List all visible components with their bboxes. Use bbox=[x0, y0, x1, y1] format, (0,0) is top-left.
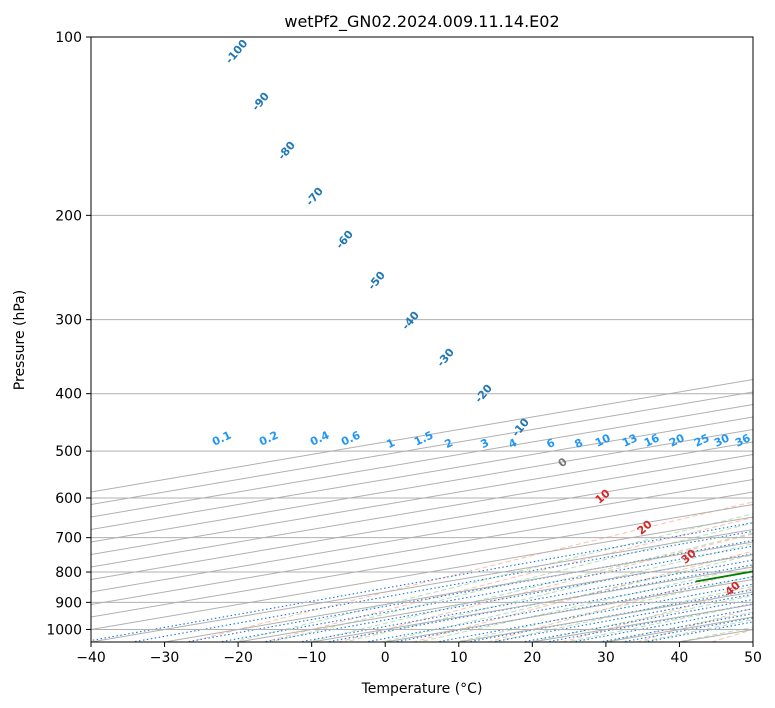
isotherm-gridline bbox=[458, 591, 753, 642]
y-tick-label: 500 bbox=[55, 444, 82, 460]
moist-adiabat-line bbox=[342, 543, 753, 642]
mixing-ratio-line bbox=[362, 571, 753, 642]
isotherm-gridline bbox=[91, 403, 753, 518]
x-tick-label: 0 bbox=[381, 650, 390, 666]
isotherm-gridline bbox=[91, 516, 753, 631]
mixing-ratio-label: 16 bbox=[642, 431, 662, 449]
x-axis-label: Temperature (°C) bbox=[361, 681, 483, 697]
mixing-ratio-label: 8 bbox=[573, 436, 585, 451]
moist-adiabat-line bbox=[564, 603, 753, 642]
y-tick-label: 100 bbox=[55, 30, 82, 46]
isotherm-gridline bbox=[91, 503, 753, 618]
x-tick-label: −30 bbox=[150, 650, 180, 666]
y-axis-label: Pressure (hPa) bbox=[12, 290, 28, 390]
mixing-ratio-label: 30 bbox=[712, 431, 732, 449]
isotherm-gridline bbox=[91, 378, 753, 493]
isotherm-gridline bbox=[752, 641, 753, 642]
isotherm-gridline bbox=[311, 566, 753, 642]
mixing-ratio-label: 3 bbox=[479, 436, 491, 451]
dry-adiabat-label: -80 bbox=[275, 139, 298, 163]
y-tick-label: 600 bbox=[55, 491, 82, 507]
y-tick-label: 700 bbox=[55, 531, 82, 547]
moist-adiabat-line bbox=[527, 594, 753, 642]
mixing-ratio-line bbox=[296, 559, 753, 642]
isotherm-gridline bbox=[385, 578, 753, 642]
dry-adiabat-line bbox=[560, 587, 753, 642]
isotherm-gridline bbox=[91, 391, 753, 506]
isotherm-gridline bbox=[91, 441, 753, 556]
dry-adiabat-label: -30 bbox=[434, 346, 457, 370]
background-lines bbox=[91, 501, 753, 642]
dry-adiabat-line bbox=[262, 516, 753, 642]
moist-adiabat-line bbox=[305, 532, 753, 642]
x-tick-label: 10 bbox=[450, 650, 468, 666]
isotherm-gridline bbox=[532, 603, 753, 642]
x-tick-label: −40 bbox=[76, 650, 106, 666]
line-labels: -100-90-80-70-60-50-40-30-20-100.1 0.2 0.4… bbox=[210, 37, 753, 599]
moist-adiabat-line bbox=[453, 575, 753, 642]
mixing-ratio-line bbox=[183, 539, 753, 642]
x-axis-ticks: −40 −30 −20 −10 0 10 20 30 40 50 bbox=[76, 642, 762, 666]
dry-adiabat-label: -20 bbox=[472, 382, 495, 406]
mixing-ratio-label: 20 bbox=[667, 431, 687, 449]
x-tick-label: −20 bbox=[223, 650, 253, 666]
isotherm-gridline bbox=[91, 416, 753, 531]
mixing-ratio-label: 0.6 bbox=[339, 428, 362, 448]
moist-adiabat-label: 0 bbox=[556, 455, 570, 470]
x-tick-label: 50 bbox=[744, 650, 762, 666]
y-axis-ticks: 100 200 300 400 500 600 700 800 900 1000 bbox=[46, 30, 91, 638]
y-tick-label: 900 bbox=[55, 595, 82, 611]
y-tick-label: 300 bbox=[55, 313, 82, 329]
mixing-ratio-line bbox=[433, 583, 753, 642]
dry-adiabat-label: -100 bbox=[223, 37, 251, 67]
mixing-ratio-label: 2 bbox=[443, 436, 455, 451]
mixing-ratio-line bbox=[129, 530, 753, 642]
isotherm-gridline bbox=[91, 478, 753, 593]
isotherm-gridline bbox=[91, 428, 753, 543]
dry-adiabat-label: -90 bbox=[249, 90, 272, 114]
y-tick-label: 800 bbox=[55, 565, 82, 581]
dry-adiabat-label: -40 bbox=[399, 309, 422, 333]
x-tick-label: 30 bbox=[597, 650, 615, 666]
moist-adiabat-line bbox=[268, 522, 753, 642]
y-tick-label: 400 bbox=[55, 387, 82, 403]
y-tick-label: 200 bbox=[55, 208, 82, 224]
y-tick-label: 1000 bbox=[46, 622, 82, 638]
mixing-ratio-label: 13 bbox=[620, 431, 639, 449]
dry-adiabat-line bbox=[336, 533, 753, 642]
isotherm-gridline bbox=[91, 453, 753, 568]
dry-adiabat-label: -60 bbox=[333, 228, 356, 252]
mixing-ratio-label: 1.5 bbox=[412, 429, 435, 449]
chart-title: wetPf2_GN02.2024.009.11.14.E02 bbox=[284, 12, 559, 32]
mixing-ratio-label: 0.2 bbox=[257, 429, 280, 449]
mixing-ratio-line bbox=[489, 593, 753, 642]
mixing-ratio-label: 25 bbox=[692, 431, 711, 449]
mixing-ratio-line bbox=[323, 564, 753, 642]
isotherm-gridline bbox=[91, 491, 753, 606]
mixing-ratio-label: 1 bbox=[385, 436, 397, 451]
x-tick-label: 20 bbox=[523, 650, 541, 666]
isotherm-gridline bbox=[91, 528, 753, 642]
x-tick-label: 40 bbox=[671, 650, 689, 666]
isotherm-gridline bbox=[238, 553, 753, 642]
dry-adiabat-label: -70 bbox=[303, 185, 326, 209]
mixing-ratio-label: 0.4 bbox=[308, 428, 331, 448]
dry-adiabat-label: -50 bbox=[365, 269, 388, 293]
isotherm-gridline bbox=[91, 466, 753, 581]
mixing-ratio-label: 0.1 bbox=[210, 429, 233, 449]
x-tick-label: −10 bbox=[297, 650, 327, 666]
grid bbox=[91, 37, 753, 642]
mixing-ratio-label: 36 bbox=[733, 431, 753, 449]
plot-frame bbox=[90, 36, 754, 643]
mixing-ratio-label: 10 bbox=[593, 431, 613, 449]
